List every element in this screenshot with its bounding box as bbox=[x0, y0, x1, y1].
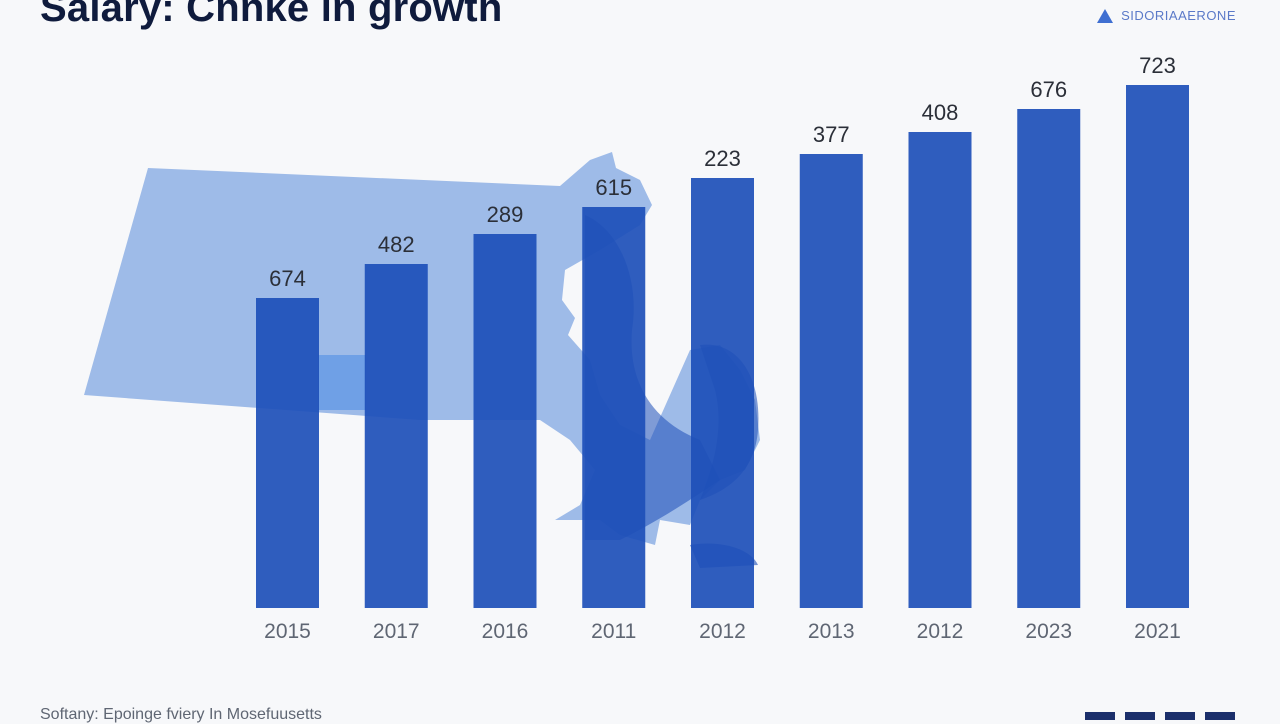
map-highlight bbox=[318, 355, 366, 410]
logo-bar bbox=[1085, 712, 1115, 720]
bar-2013-5 bbox=[799, 154, 863, 608]
x-tick-label: 2013 bbox=[808, 620, 855, 643]
x-tick-label: 2016 bbox=[482, 620, 529, 643]
drop-icon bbox=[1097, 8, 1114, 23]
x-tick-label: 2012 bbox=[699, 620, 746, 643]
logo-bar bbox=[1165, 712, 1195, 720]
x-tick-label: 2012 bbox=[917, 620, 964, 643]
data-label: 674 bbox=[269, 266, 306, 291]
footer-logo bbox=[1085, 712, 1235, 720]
bar-2023-7 bbox=[1017, 109, 1081, 608]
brand-label: SIDORIAAERONE bbox=[1121, 8, 1236, 23]
brand-badge: SIDORIAAERONE bbox=[1097, 8, 1236, 23]
x-tick-label: 2015 bbox=[264, 620, 311, 643]
bar-2012-6 bbox=[908, 132, 972, 608]
data-label: 408 bbox=[922, 100, 959, 125]
chart-title: Salary: Cnnke in growth bbox=[40, 0, 503, 30]
data-label: 723 bbox=[1139, 53, 1176, 78]
bar-2015-0 bbox=[256, 298, 319, 608]
data-label: 377 bbox=[813, 122, 850, 147]
bar-2012-4 bbox=[691, 178, 754, 608]
bar-2021-8 bbox=[1126, 85, 1189, 608]
data-label: 289 bbox=[487, 202, 524, 227]
x-tick-label: 2017 bbox=[373, 620, 420, 643]
x-tick-label: 2021 bbox=[1134, 620, 1181, 643]
data-label: 482 bbox=[378, 232, 415, 257]
x-tick-label: 2011 bbox=[591, 620, 636, 643]
logo-bar bbox=[1125, 712, 1155, 720]
x-tick-label: 2023 bbox=[1025, 620, 1072, 643]
bar-2011-3 bbox=[582, 207, 646, 608]
logo-bar bbox=[1205, 712, 1235, 720]
data-label: 223 bbox=[704, 146, 741, 171]
bar-2016-2 bbox=[473, 234, 537, 608]
data-label: 676 bbox=[1030, 77, 1067, 102]
source-note: Softany: Epoinge fviery In Mosefuusetts bbox=[40, 706, 322, 723]
data-label: 615 bbox=[595, 175, 632, 200]
bar-2017-1 bbox=[364, 264, 428, 608]
